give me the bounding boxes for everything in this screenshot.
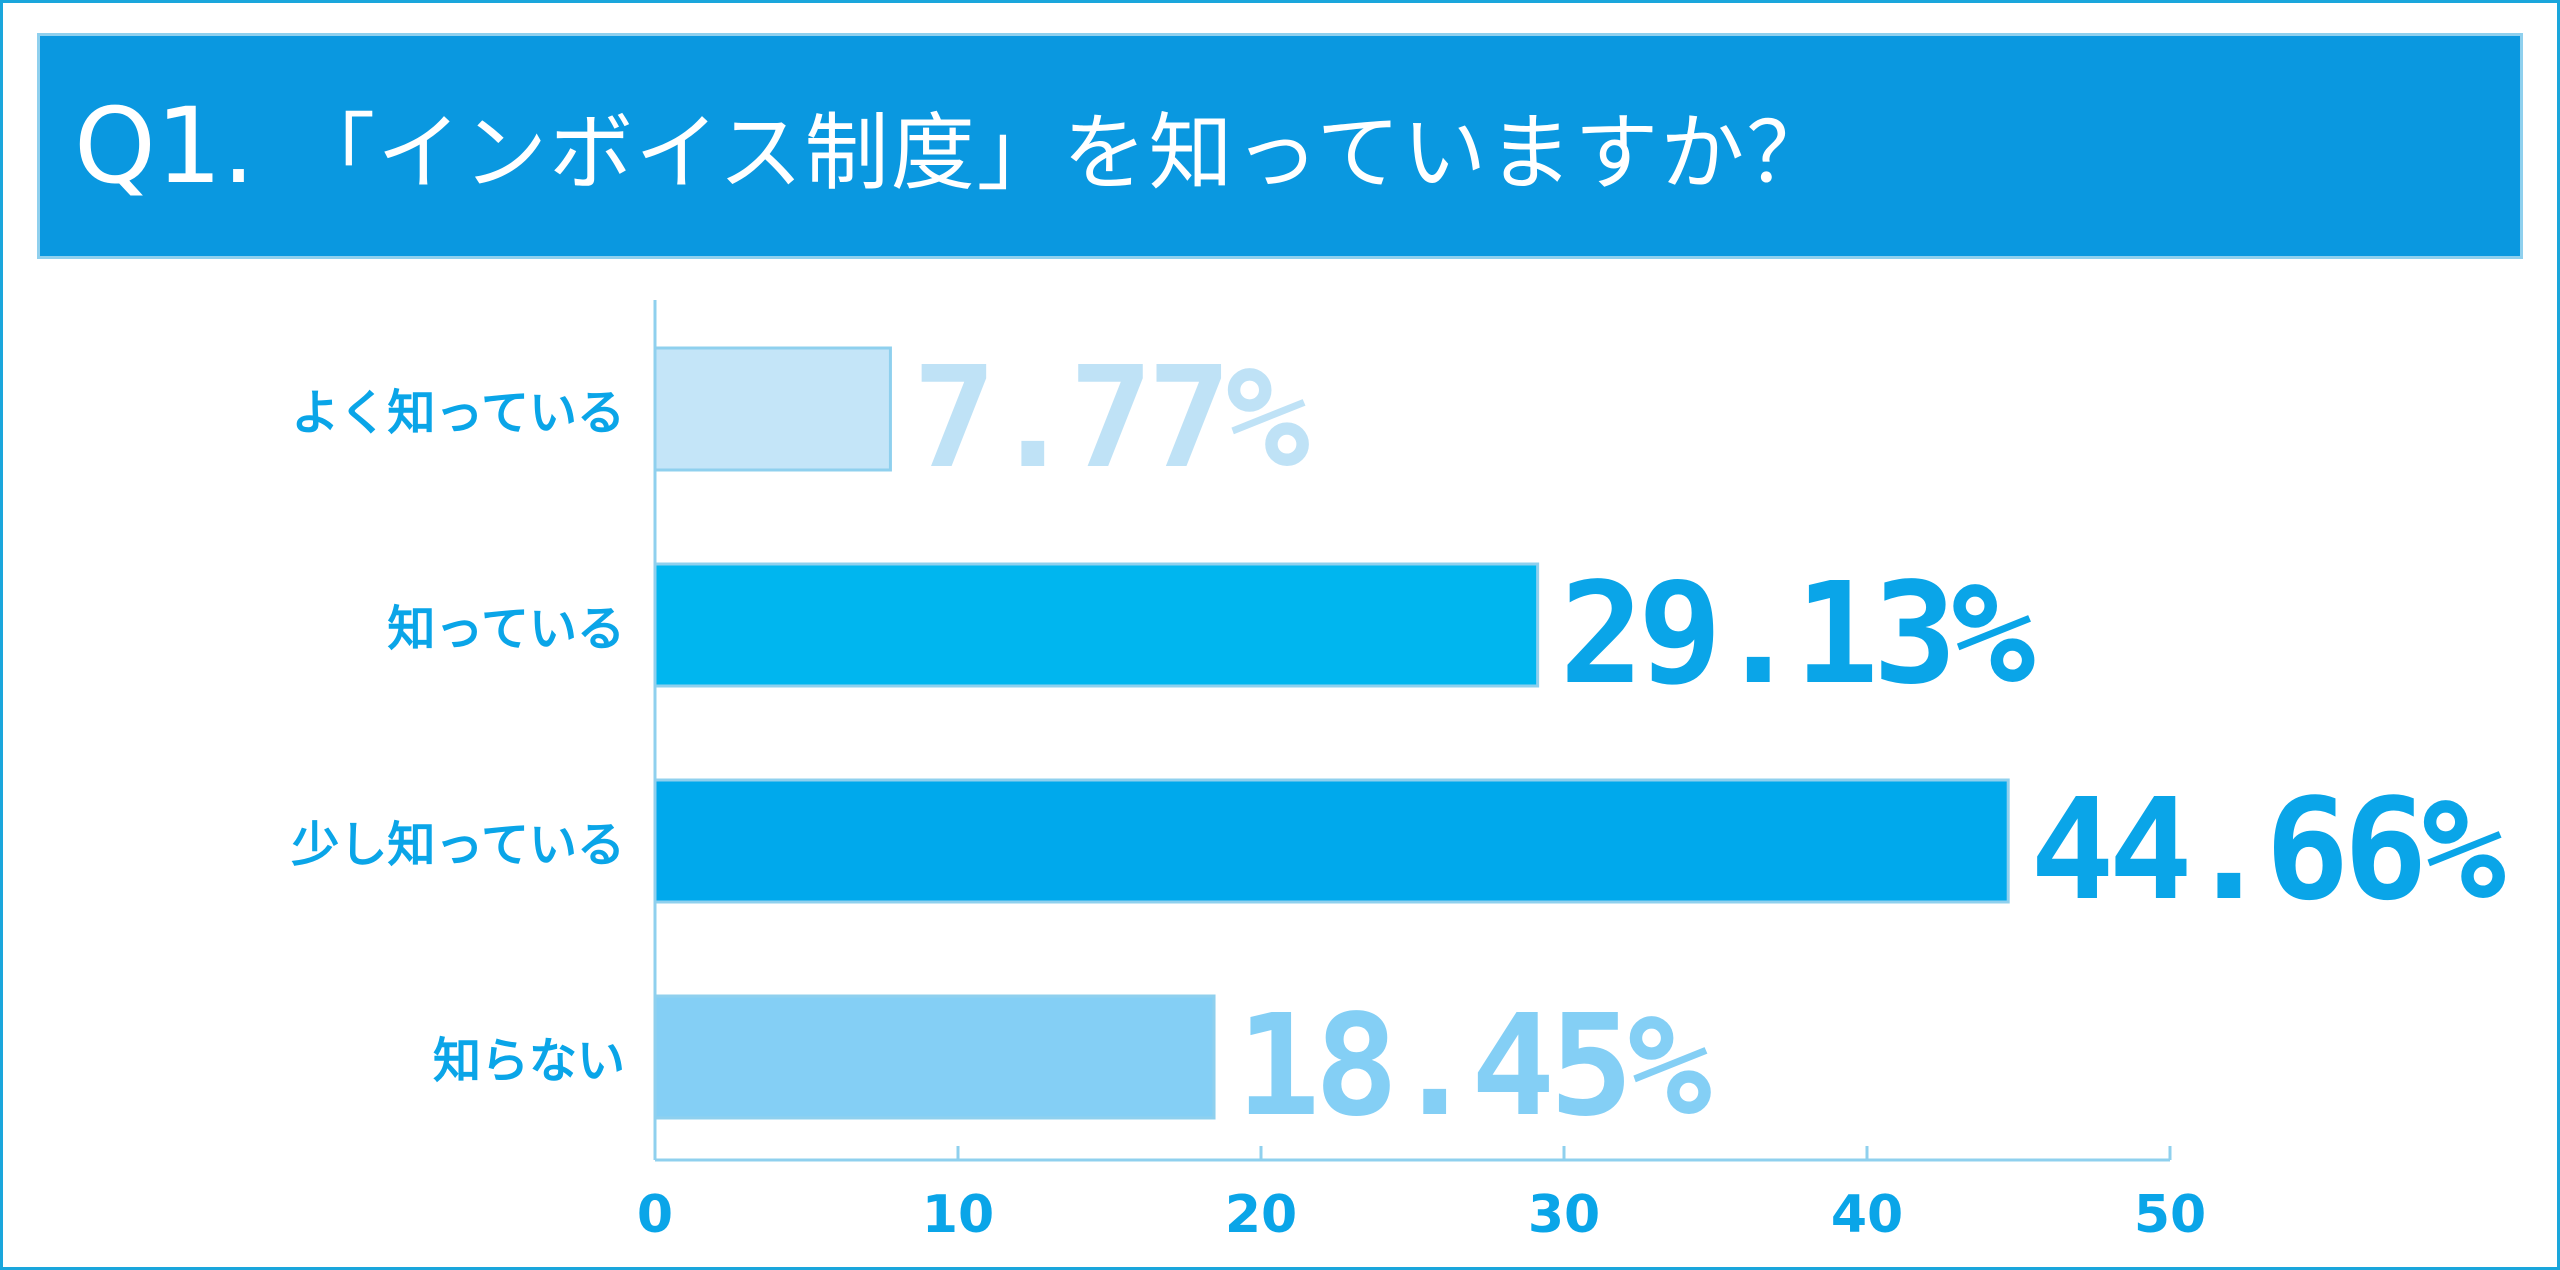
question-header: Q1. 「インボイス制度」を知っていますか？ [37,33,2523,259]
bar [653,562,1540,688]
category-label: 知らない [433,1033,625,1089]
x-tick-label: 30 [1528,1185,1600,1245]
category-label: 少し知っている [291,817,625,873]
x-tick-label: 10 [922,1185,994,1245]
category-label: 知っている [387,601,625,657]
question-text: 「インボイス制度」を知っていますか？ [291,104,1833,202]
value-label: 18.45% [1236,985,1711,1148]
value-label: 44.66% [2030,769,2505,932]
bar [653,778,2010,904]
category-label: よく知っている [291,385,625,441]
x-tick-label: 50 [2134,1185,2206,1245]
value-label: 29.13% [1560,553,2035,716]
question-number: Q1. [74,85,256,207]
x-tick-label: 20 [1225,1185,1297,1245]
bar [653,346,892,472]
x-tick-label: 40 [1831,1185,1903,1245]
question-title: Q1. 「インボイス制度」を知っていますか？ [74,36,1832,256]
value-label: 7.77% [912,337,1309,500]
bar [653,994,1216,1120]
x-tick-label: 0 [637,1185,673,1245]
